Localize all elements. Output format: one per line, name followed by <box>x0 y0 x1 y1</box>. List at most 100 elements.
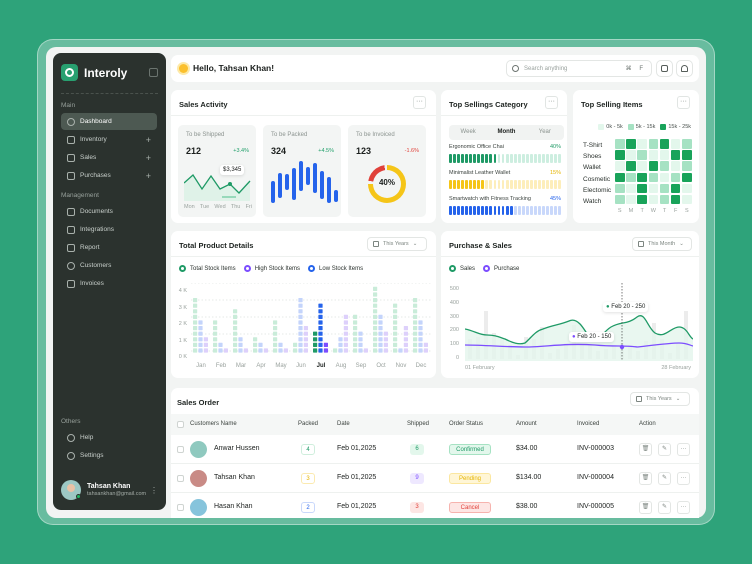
user-profile[interactable]: Tahsan Khan tahsankhan@gmail.com ⋮ <box>61 480 158 500</box>
table-row[interactable]: Hasan Khan 2 Feb 01,2025 3 Cancel $38.00 INV-0… <box>171 493 699 518</box>
sidebar-item-help[interactable]: Help <box>61 429 157 446</box>
plus-icon[interactable]: + <box>145 170 151 181</box>
chart-legend: Total Stock Items High Stock Items Low S… <box>179 265 363 272</box>
collapse-sidebar-icon[interactable] <box>149 68 158 77</box>
heatmap-cell <box>615 172 625 183</box>
sidebar-item-settings[interactable]: Settings <box>61 447 157 464</box>
heatmap-cell <box>637 172 647 183</box>
heatmap-cell <box>615 150 625 160</box>
x-tick: Jun <box>296 363 306 369</box>
legend-label: 0k - 5k <box>606 124 623 130</box>
sidebar-item-purchases[interactable]: Purchases + <box>61 167 157 184</box>
category-item: Ergonomic Office Chai 40% <box>449 144 562 163</box>
column-header: Amount <box>516 421 537 427</box>
x-tick: Feb <box>215 363 227 369</box>
packed-bar-chart <box>271 161 338 210</box>
sidebar-item-customers[interactable]: Customers <box>61 257 157 274</box>
tab-month[interactable]: Month <box>497 129 516 135</box>
sidebar-item-documents[interactable]: Documents <box>61 203 157 220</box>
row-checkbox[interactable] <box>177 504 184 511</box>
row-checkbox[interactable] <box>177 446 184 453</box>
day-label: T <box>662 208 667 214</box>
sidebar-item-sales[interactable]: Sales + <box>61 149 157 166</box>
legend-label: Low Stock Items <box>319 265 364 272</box>
sidebar-item-report[interactable]: Report <box>61 239 157 256</box>
delete-button[interactable]: 🗑 <box>639 472 652 485</box>
plus-icon[interactable]: + <box>145 152 151 163</box>
edit-button[interactable]: ✎ <box>658 501 671 514</box>
column-header: Packed <box>298 421 319 427</box>
purchase-tooltip: ● Feb 20 - 150 <box>569 332 615 342</box>
day-label: S <box>685 208 689 214</box>
tab-week[interactable]: Week <box>460 129 476 135</box>
category-item: Smartwatch with Fitness Tracking 45% <box>449 196 562 215</box>
table-row[interactable]: Anwar Hussen 4 Feb 01,2025 6 Confirmed $34.00… <box>171 435 699 464</box>
heatmap-cell <box>637 194 647 205</box>
y-axis: 500 400 300 200 100 0 <box>445 283 459 366</box>
heatmap-cell <box>682 172 692 183</box>
row-label: Shoes <box>583 153 602 161</box>
search-input[interactable]: Search anything ⌘ F <box>506 60 652 77</box>
divider <box>61 93 158 94</box>
trash-icon: 🗑 <box>641 504 650 510</box>
select-all-checkbox[interactable] <box>177 421 184 428</box>
bag-icon <box>67 171 75 180</box>
user-menu-icon[interactable]: ⋮ <box>150 485 158 495</box>
row-label: Watch <box>583 198 602 206</box>
top-items-card: Top Selling Items ··· 0k - 5k 5k - 15k 1… <box>573 90 699 223</box>
edit-button[interactable]: ✎ <box>658 472 671 485</box>
category-percent: 40% <box>549 144 561 150</box>
year-filter-dropdown[interactable]: This Years ⌄ <box>630 392 690 406</box>
more-actions-button[interactable]: ··· <box>677 443 690 456</box>
y-tick: 2 K <box>178 321 187 327</box>
more-menu-button[interactable]: ··· <box>545 96 558 109</box>
divider <box>441 256 699 257</box>
row-checkbox[interactable] <box>177 475 184 482</box>
sidebar-item-integrations[interactable]: Integrations <box>61 221 157 238</box>
logo-icon <box>61 64 78 81</box>
heatmap-cell <box>670 183 681 194</box>
sidebar-item-dashboard[interactable]: Dashboard <box>61 113 157 130</box>
table-row[interactable]: Tahsan Khan 3 Feb 01,2025 9 Pending $134.00 IN… <box>171 464 699 493</box>
more-actions-button[interactable]: ··· <box>677 472 690 485</box>
year-filter-dropdown[interactable]: This Years ⌄ <box>367 237 427 251</box>
day-label: T <box>640 208 644 214</box>
avatar <box>190 470 207 487</box>
section-others: Others <box>61 418 81 425</box>
notification-button[interactable] <box>676 60 693 77</box>
progress-bar <box>449 154 562 163</box>
user-email: tahsankhan@gmail.com <box>87 491 147 497</box>
more-actions-button[interactable]: ··· <box>677 501 690 514</box>
invoice-id: INV-000004 <box>577 474 614 481</box>
calendar-button[interactable] <box>656 60 673 77</box>
avatar <box>190 499 207 516</box>
edit-button[interactable]: ✎ <box>658 443 671 456</box>
heatmap-cell <box>670 139 681 149</box>
tab-year[interactable]: Year <box>538 129 551 135</box>
row-label: T-Shirt <box>583 142 603 149</box>
packed-badge: 3 <box>301 473 315 484</box>
delete-button[interactable]: 🗑 <box>639 443 652 456</box>
card-title: Top Selling Items <box>581 100 643 109</box>
delete-button[interactable]: 🗑 <box>639 501 652 514</box>
more-menu-button[interactable]: ··· <box>413 96 426 109</box>
card-title: Sales Order <box>177 398 220 407</box>
sidebar-item-invoices[interactable]: Invoices <box>61 275 157 292</box>
invoice-id: INV-000005 <box>577 503 614 510</box>
legend-label: 15k - 25k <box>668 124 691 130</box>
dropdown-value: This Years <box>383 241 409 247</box>
heatmap-cell <box>648 161 659 171</box>
row-label: Cosmetic <box>583 175 611 183</box>
top-bar: Hello, Tahsan Khan! Search anything ⌘ F <box>171 55 699 82</box>
online-status-icon <box>76 494 81 499</box>
order-date: Feb 01,2025 <box>337 503 377 510</box>
period-tabs: Week Month Year <box>449 125 564 140</box>
day-label: Mon <box>184 204 195 210</box>
plus-icon[interactable]: + <box>145 134 151 145</box>
dropdown-value: This Month <box>648 241 676 247</box>
more-menu-button[interactable]: ··· <box>677 96 690 109</box>
month-filter-dropdown[interactable]: This Month ⌄ <box>632 237 692 251</box>
column-header: Customers Name <box>190 421 237 427</box>
sidebar-item-inventory[interactable]: Inventory + <box>61 131 157 148</box>
chart-tooltip: $3,345 <box>220 165 245 175</box>
